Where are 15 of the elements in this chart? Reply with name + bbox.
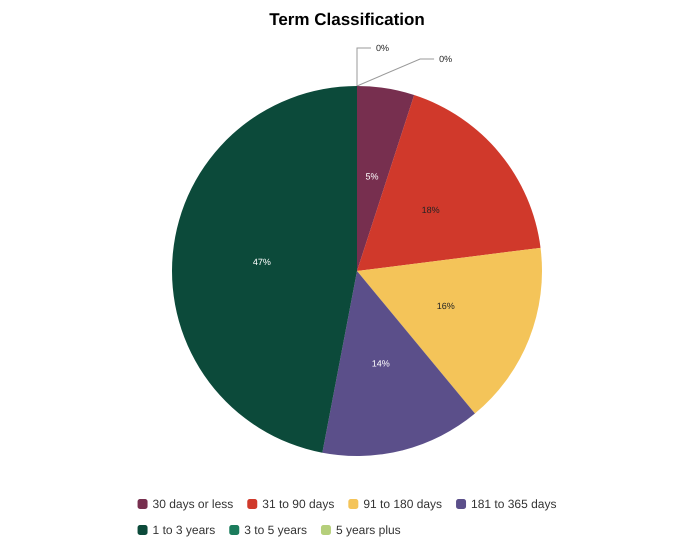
data-label: 16% (436, 301, 455, 312)
legend-label: 1 to 3 years (152, 523, 216, 537)
legend-label: 30 days or less (152, 497, 234, 511)
text: 0% (376, 43, 390, 53)
legend-label: 91 to 180 days (363, 497, 442, 511)
legend-label: 5 years plus (336, 523, 401, 537)
data-label: 14% (372, 358, 390, 368)
legend-label: 3 to 5 years (244, 523, 307, 537)
legend-label: 31 to 90 days (262, 497, 334, 511)
legend-label: 181 to 365 days (471, 497, 556, 511)
data-label: 5% (365, 172, 378, 182)
data-label: 47% (252, 257, 271, 268)
text: 0% (439, 54, 452, 64)
chart-title: Term Classification (269, 10, 425, 29)
data-label: 18% (422, 205, 440, 216)
